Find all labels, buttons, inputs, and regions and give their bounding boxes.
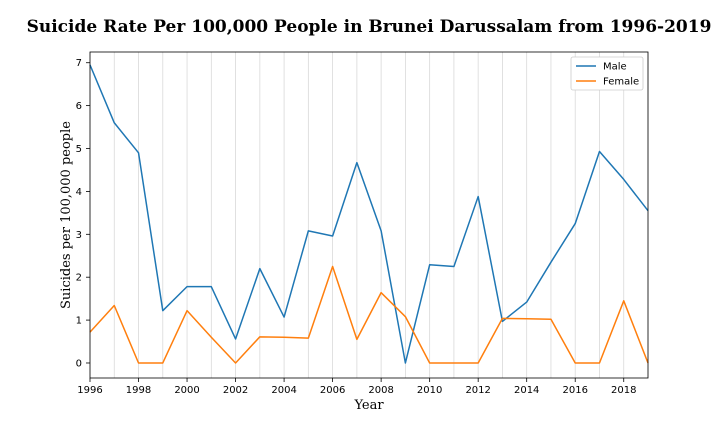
x-tick-label: 2008 <box>368 385 393 396</box>
y-tick-label: 3 <box>76 230 82 241</box>
y-tick-label: 0 <box>76 358 82 369</box>
x-tick-label: 1998 <box>126 385 151 396</box>
legend-label-male: Male <box>603 62 627 73</box>
x-tick-label: 2006 <box>320 385 345 396</box>
y-axis-label: Suicides per 100,000 people <box>59 121 74 309</box>
x-tick-label: 2010 <box>417 385 442 396</box>
series-lines <box>89 64 649 364</box>
x-tick-label: 2018 <box>611 385 636 396</box>
chart-title: Suicide Rate Per 100,000 People in Brune… <box>27 17 712 37</box>
y-tick-label: 7 <box>76 58 82 69</box>
x-tick-label: 1996 <box>77 385 102 396</box>
y-tick-label: 2 <box>76 273 82 284</box>
x-axis-label: Year <box>353 398 384 413</box>
grid-lines <box>89 52 649 378</box>
x-tick-label: 2012 <box>465 385 490 396</box>
x-tick-label: 2014 <box>514 385 539 396</box>
x-axis-ticks: 1996 1998 2000 2002 2004 2006 2008 2010 2012 2014… <box>77 378 636 396</box>
y-tick-label: 1 <box>76 316 82 327</box>
y-tick-label: 5 <box>76 144 82 155</box>
x-tick-label: 2000 <box>174 385 199 396</box>
legend-label-female: Female <box>603 77 639 88</box>
plot-area-frame <box>89 51 649 379</box>
x-tick-label: 2016 <box>562 385 587 396</box>
y-axis-ticks: 0 1 2 3 4 5 6 7 <box>76 58 90 369</box>
x-tick-label: 2002 <box>223 385 248 396</box>
series-line-male <box>89 64 649 364</box>
y-tick-label: 6 <box>76 101 82 112</box>
series-line-female <box>89 265 649 364</box>
legend: Male Female <box>570 56 644 91</box>
y-tick-label: 4 <box>76 187 82 198</box>
x-tick-label: 2004 <box>271 385 296 396</box>
